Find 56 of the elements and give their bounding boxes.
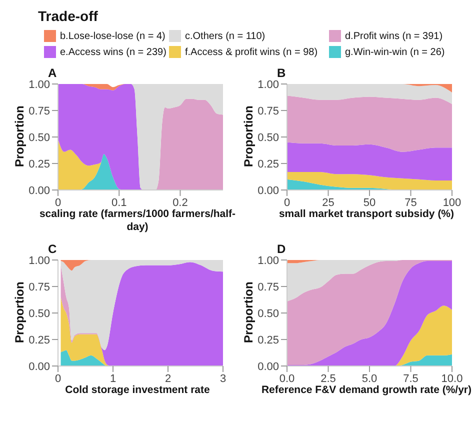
x-tick-label: 100 [442,196,462,209]
chart-title: A [48,66,58,80]
chart-title: D [277,242,287,256]
y-axis-title: Proportion [241,282,256,343]
x-axis-title: small market transport subsidy (%) [278,208,456,221]
y-axis-title: Proportion [12,282,26,343]
x-tick-label: 1 [110,372,116,385]
chart-title: B [277,66,287,80]
y-axis-title: Proportion [12,106,26,167]
y-tick-label: 0.25 [28,158,50,170]
legend-label: d.Profit wins (n = 391) [345,30,443,42]
y-tick-label: 0.00 [28,184,50,197]
y-tick-label: 0.00 [258,360,279,373]
y-tick-label: 1.00 [28,78,50,91]
y-tick-label: 0.50 [258,308,279,320]
legend-label: f.Access & profit wins (n = 98) [185,46,318,58]
legend-label: b.Lose-lose-lose (n = 4) [60,30,166,42]
legend-label: e.Access wins (n = 239) [60,46,166,58]
legend-title: Trade-off [38,8,99,24]
x-tick-label: 2 [164,372,172,385]
x-tick-label: 3 [220,372,226,385]
x-tick-label: 50 [363,196,376,209]
y-tick-label: 1.00 [258,254,279,267]
y-tick-label: 0.25 [258,158,279,170]
x-tick-label: 2.5 [320,372,336,385]
x-tick-label: 0.0 [279,372,295,385]
y-tick-label: 0.50 [28,308,50,320]
y-tick-label: 1.00 [28,254,50,267]
x-tick-label: 0.2 [172,196,188,209]
y-tick-label: 0.75 [28,105,50,118]
y-tick-label: 0.50 [258,132,279,144]
y-tick-label: 0.25 [28,334,50,346]
x-tick-label: 0 [54,372,62,385]
y-tick-label: 0.75 [28,281,50,294]
x-axis-title: scaling rate (farmers/1000 farmers/half-day) [38,208,237,234]
y-axis-title: Proportion [241,106,256,167]
y-tick-label: 0.75 [258,105,279,118]
x-tick-label: 0 [54,196,62,209]
y-tick-label: 0.50 [28,132,50,144]
y-tick-label: 0.25 [258,334,279,346]
legend-label: c.Others (n = 110) [185,30,266,42]
y-tick-label: 1.00 [258,78,279,91]
x-tick-label: 25 [322,196,334,209]
x-tick-label: 0 [284,196,290,209]
x-axis-title: Cold storage investment rate [64,384,211,397]
chart-title: C [48,242,58,256]
y-tick-label: 0.00 [258,184,279,197]
x-tick-label: 5.0 [362,372,378,385]
x-tick-label: 0.1 [111,196,127,209]
x-tick-label: 10.0 [441,372,463,385]
x-axis-title: Reference F&V demand growth rate (%/yr) [261,384,472,397]
legend-label: g.Win-win-win (n = 26) [345,46,445,58]
y-tick-label: 0.75 [258,281,279,294]
x-tick-label: 7.5 [403,372,418,385]
x-tick-label: 75 [404,196,417,209]
y-tick-label: 0.00 [28,360,50,373]
